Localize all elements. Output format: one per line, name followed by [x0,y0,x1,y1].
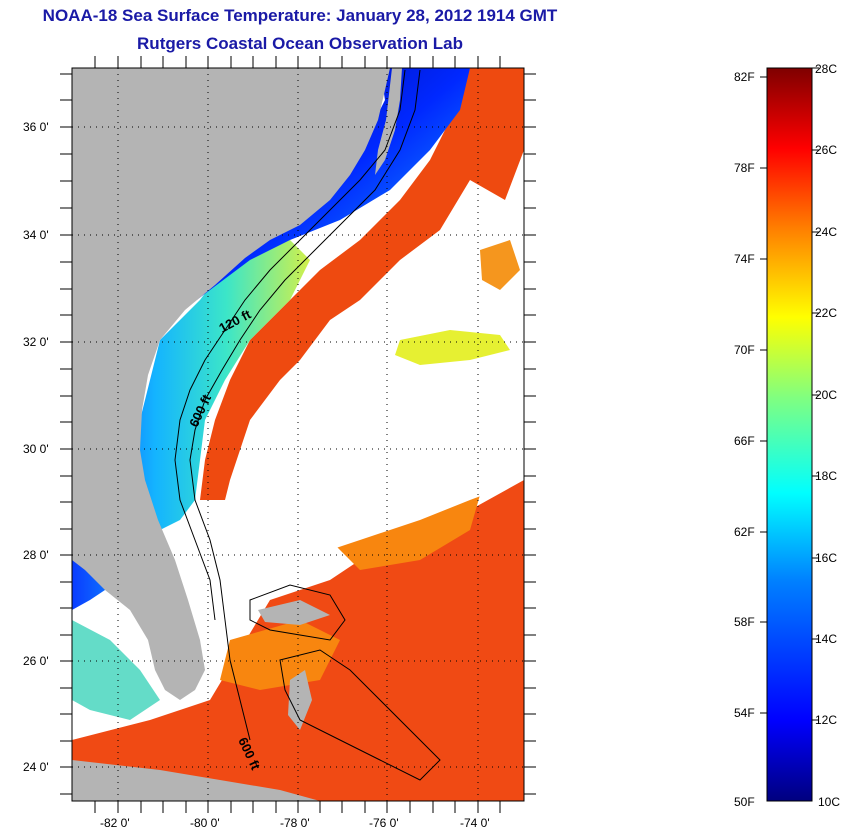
colorbar-label-62f: 62F [734,525,755,539]
colorbar-label-54f: 54F [734,706,755,720]
colorbar-ticks [760,67,819,721]
shelf-water-sw [72,620,160,720]
yellow-water-patch [395,330,510,365]
lat-label-24: 24 0' [23,760,49,774]
colorbar-label-10c: 10C [818,795,840,809]
land-bahamas-andros [288,670,312,730]
lon-label-76: -76 0' [369,816,399,830]
contour-120ft [174,69,406,621]
map-grid [72,68,524,801]
land-cuba [72,760,320,801]
lat-label-36: 36 0' [23,120,49,134]
colorbar-label-82f: 82F [734,70,755,84]
map-title: NOAA-18 Sea Surface Temperature: January… [42,6,558,25]
colorbar-label-28c: 28C [815,62,837,76]
lon-label-80: -80 0' [190,816,220,830]
lat-label-30: 30 0' [23,442,49,456]
colorbar-label-78f: 78F [734,161,755,175]
colorbar-label-20c: 20C [815,388,837,402]
colorbar-label-16c: 16C [815,551,837,565]
lon-label-82: -82 0' [100,816,130,830]
warm-orange-patch [330,495,480,570]
lat-label-26: 26 0' [23,654,49,668]
warm-orange-patch-2 [220,620,340,690]
contour-bahamas-2 [279,649,441,781]
colorbar [766,67,813,802]
colorbar-label-26c: 26C [815,143,837,157]
lat-label-34: 34 0' [23,228,49,242]
lat-label-28: 28 0' [23,548,49,562]
contour-600ft [189,69,421,741]
colorbar-label-12c: 12C [815,713,837,727]
map-ticks [60,56,536,813]
map-area [72,68,524,801]
colorbar-label-74f: 74F [734,252,755,266]
contour-bahamas [249,584,346,641]
map-subtitle: Rutgers Coastal Ocean Observation Lab [137,34,463,53]
colorbar-label-22c: 22C [815,306,837,320]
land-bahamas-grand [258,600,330,625]
clouds-north [290,205,524,420]
orange-water-patch [480,240,520,290]
colorbar-label-14c: 14C [815,632,837,646]
land-outer-banks [375,68,402,175]
land-us-coast [72,68,390,700]
lat-label-32: 32 0' [23,335,49,349]
colorbar-label-24c: 24C [815,225,837,239]
colorbar-label-70f: 70F [734,343,755,357]
colorbar-label-58f: 58F [734,615,755,629]
colorbar-label-18c: 18C [815,469,837,483]
colorbar-label-50f: 50F [734,795,755,809]
colorbar-label-66f: 66F [734,434,755,448]
clouds-gulf [210,415,524,580]
warm-water-region [200,68,524,500]
lon-label-74: -74 0' [460,816,490,830]
lon-label-78: -78 0' [280,816,310,830]
